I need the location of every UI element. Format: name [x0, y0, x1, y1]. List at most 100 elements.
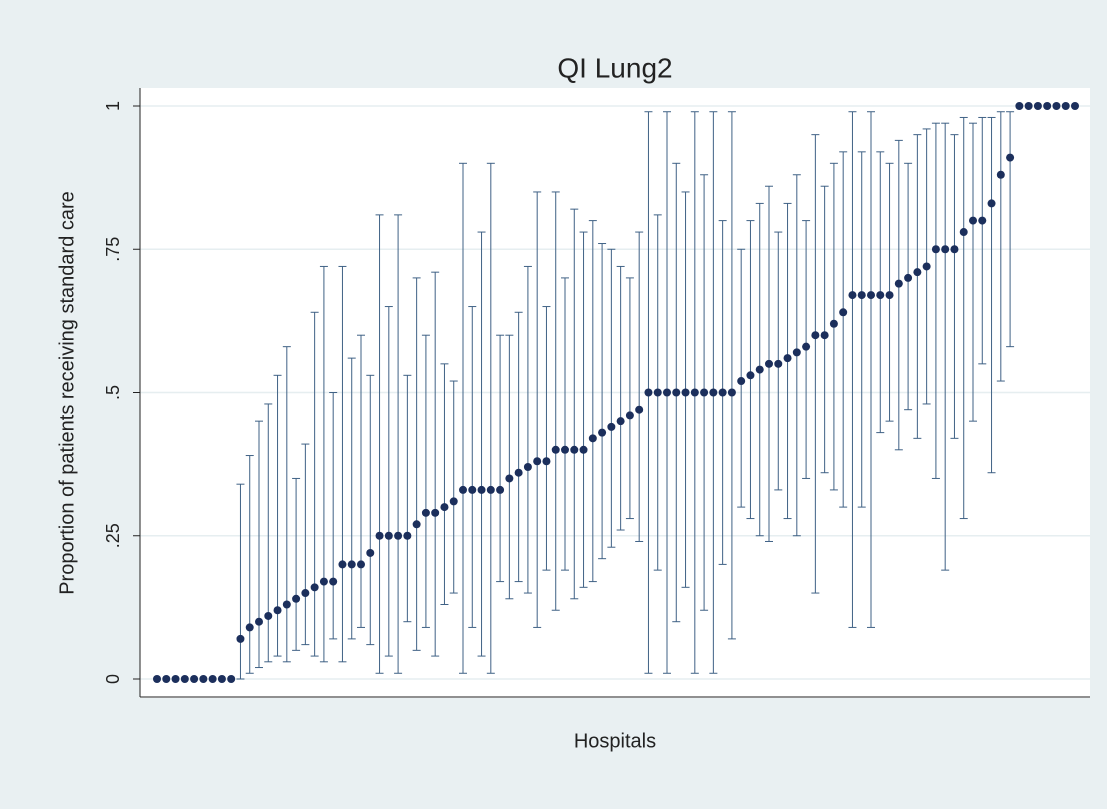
- error-bar: [542, 306, 551, 571]
- point: [848, 291, 857, 300]
- point: [440, 503, 449, 512]
- point: [1043, 102, 1052, 110]
- point: [384, 531, 393, 540]
- point: [561, 445, 569, 454]
- error-bar: [514, 311, 523, 583]
- error-bar: [959, 116, 968, 520]
- error-bar: [950, 134, 959, 439]
- point: [199, 675, 208, 683]
- point: [876, 291, 885, 300]
- error-bar: [282, 346, 291, 663]
- point: [709, 388, 718, 397]
- point: [162, 675, 171, 683]
- point: [987, 199, 996, 208]
- point: [829, 319, 838, 328]
- point: [690, 388, 699, 397]
- point: [607, 422, 616, 431]
- error-bar: [941, 122, 950, 571]
- point: [978, 216, 987, 225]
- point: [282, 600, 291, 609]
- y-tick-label: .75: [103, 237, 123, 262]
- point: [737, 377, 746, 386]
- point: [1052, 102, 1061, 110]
- point: [551, 445, 560, 454]
- point: [459, 485, 467, 494]
- point: [820, 331, 829, 340]
- point: [217, 675, 226, 683]
- error-bar: [477, 231, 486, 657]
- point: [635, 405, 644, 414]
- error-bar: [978, 116, 987, 365]
- error-bar: [533, 191, 542, 628]
- error-bar: [496, 334, 505, 583]
- error-bar: [561, 277, 569, 571]
- error-bar: [375, 214, 384, 674]
- error-bar: [366, 374, 375, 646]
- error-bar: [857, 151, 866, 508]
- error-bar: [523, 265, 532, 594]
- error-bar: [894, 139, 903, 451]
- point: [783, 354, 792, 363]
- point: [1033, 102, 1042, 110]
- point: [273, 606, 282, 615]
- point: [449, 497, 458, 506]
- error-bar: [607, 248, 616, 548]
- point: [672, 388, 681, 397]
- point: [292, 594, 301, 603]
- error-bar: [236, 483, 245, 680]
- error-bar: [987, 116, 996, 474]
- error-bar: [255, 420, 263, 669]
- point: [570, 445, 579, 454]
- point: [1061, 102, 1070, 110]
- point: [1071, 102, 1079, 110]
- point: [1024, 102, 1033, 110]
- y-tick-label: .25: [103, 523, 123, 548]
- error-bar: [551, 191, 560, 611]
- point: [904, 273, 913, 282]
- point: [264, 611, 273, 620]
- point: [245, 623, 254, 632]
- point: [959, 228, 968, 237]
- point: [588, 434, 597, 443]
- point: [579, 445, 588, 454]
- point: [347, 560, 356, 569]
- error-bar: [904, 162, 913, 411]
- point: [496, 485, 505, 494]
- error-bar: [996, 111, 1005, 382]
- error-bar: [635, 231, 644, 542]
- point: [208, 675, 217, 683]
- chart-title: QI Lung2: [557, 52, 672, 83]
- point: [329, 577, 338, 586]
- error-bar: [486, 162, 495, 674]
- point: [153, 675, 161, 683]
- point: [366, 548, 375, 557]
- error-bar: [440, 363, 449, 606]
- point: [969, 216, 977, 225]
- error-bar: [746, 220, 755, 520]
- point: [542, 457, 551, 466]
- point: [700, 388, 709, 397]
- point: [718, 388, 727, 397]
- point: [505, 474, 514, 483]
- y-tick-label: 1: [103, 101, 123, 111]
- point: [357, 560, 365, 569]
- point: [301, 589, 310, 598]
- point: [236, 634, 245, 643]
- x-axis-label: Hospitals: [574, 730, 656, 752]
- y-axis-label: Proportion of patients receiving standar…: [56, 191, 78, 595]
- point: [792, 348, 801, 357]
- point: [255, 617, 263, 626]
- point: [375, 531, 384, 540]
- point: [310, 583, 319, 592]
- point: [180, 675, 189, 683]
- point: [996, 170, 1005, 179]
- point: [394, 531, 403, 540]
- point: [867, 291, 875, 300]
- point: [644, 388, 653, 397]
- point: [403, 531, 412, 540]
- error-bar: [867, 111, 875, 628]
- point: [1015, 102, 1024, 110]
- point: [227, 675, 236, 683]
- error-bar: [245, 455, 254, 674]
